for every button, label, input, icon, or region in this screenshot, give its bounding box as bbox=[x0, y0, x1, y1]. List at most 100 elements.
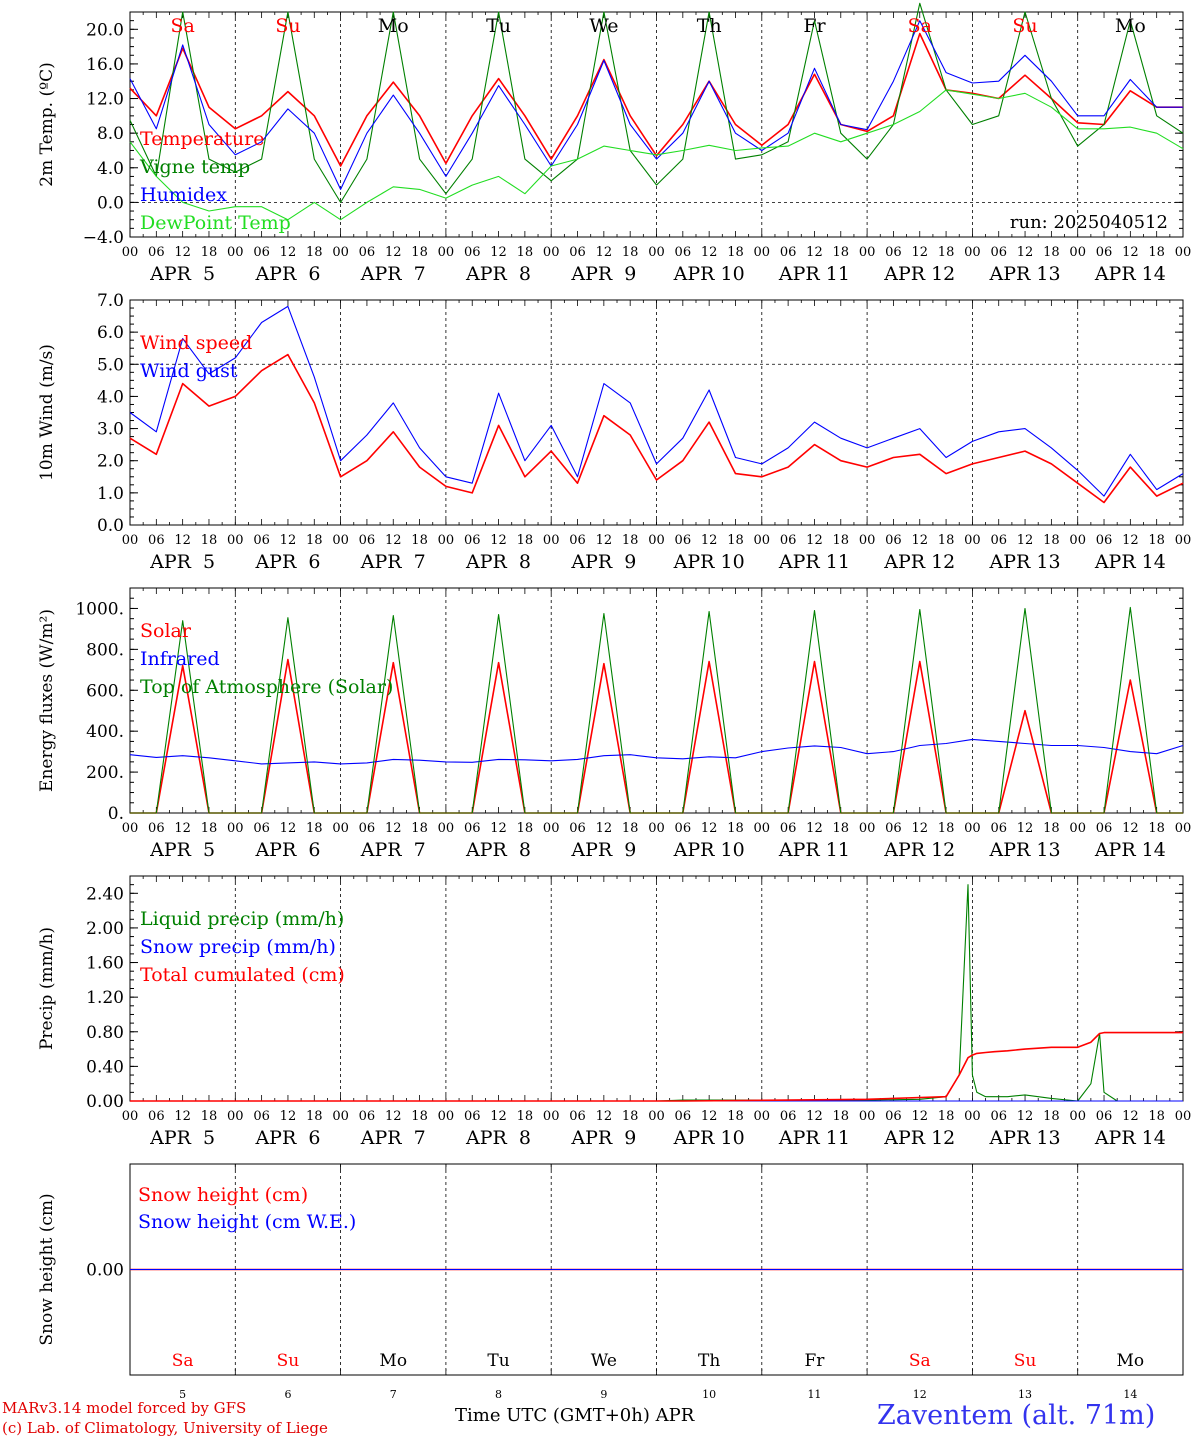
date-label: APR 12 bbox=[883, 551, 955, 573]
x-tick-label: 00 bbox=[1069, 533, 1086, 548]
x-tick-label: 06 bbox=[464, 245, 481, 260]
x-tick-label: 18 bbox=[411, 821, 428, 836]
day-name-top: We bbox=[589, 15, 618, 37]
x-tick-label: 00 bbox=[754, 1109, 771, 1124]
x-tick-label: 00 bbox=[964, 1109, 981, 1124]
y-tick-label: 4.0 bbox=[97, 159, 124, 179]
day-name-top: Fr bbox=[803, 15, 826, 37]
day-name-top: Tu bbox=[486, 15, 511, 37]
x-tick-label: 12 bbox=[596, 245, 613, 260]
y-tick-label: 0.0 bbox=[97, 193, 124, 213]
x-tick-label: 06 bbox=[780, 821, 797, 836]
legend-entry: Snow precip (mm/h) bbox=[140, 936, 336, 958]
date-label: APR 13 bbox=[989, 839, 1061, 861]
x-tick-label: 00 bbox=[438, 821, 455, 836]
x-tick-label: 00 bbox=[543, 821, 560, 836]
date-label: APR 14 bbox=[1094, 1127, 1166, 1149]
x-tick-label: 18 bbox=[1148, 821, 1165, 836]
y-tick-label: −4.0 bbox=[83, 228, 124, 248]
legend-entry: Infrared bbox=[140, 648, 220, 670]
model-label: MARv3.14 model forced by GFS bbox=[2, 1399, 247, 1417]
x-tick-label: 06 bbox=[885, 1109, 902, 1124]
day-name-bottom: Su bbox=[1014, 1351, 1037, 1371]
x-tick-label: 00 bbox=[332, 533, 349, 548]
x-tick-label: 06 bbox=[359, 821, 376, 836]
series-line-wind-gust bbox=[129, 305, 1184, 497]
date-label: APR 7 bbox=[360, 839, 426, 861]
date-label: APR 5 bbox=[149, 1127, 215, 1149]
y-tick-label: 0.40 bbox=[86, 1057, 124, 1077]
x-tick-label: 06 bbox=[780, 245, 797, 260]
day-name-bottom: Su bbox=[277, 1351, 300, 1371]
x-tick-label: 06 bbox=[253, 245, 270, 260]
x-tick-label: 00 bbox=[648, 245, 665, 260]
x-tick-label: 18 bbox=[201, 245, 218, 260]
legend-entry: Total cumulated (cm) bbox=[140, 964, 345, 986]
day-number: 7 bbox=[390, 1388, 397, 1401]
x-tick-label: 18 bbox=[833, 533, 850, 548]
date-label: APR 9 bbox=[570, 263, 636, 285]
x-tick-label: 18 bbox=[517, 245, 534, 260]
day-number: 14 bbox=[1123, 1388, 1137, 1401]
y-tick-label: 0.80 bbox=[86, 1023, 124, 1043]
x-tick-label: 18 bbox=[306, 1109, 323, 1124]
x-tick-label: 00 bbox=[648, 533, 665, 548]
x-tick-label: 12 bbox=[1017, 245, 1034, 260]
y-axis-label: Energy fluxes (W/m²) bbox=[37, 609, 57, 792]
x-tick-label: 18 bbox=[622, 821, 639, 836]
x-tick-label: 12 bbox=[174, 533, 191, 548]
x-tick-label: 00 bbox=[859, 245, 876, 260]
model-credit: MARv3.14 model forced by GFS (c) Lab. of… bbox=[2, 1398, 328, 1438]
day-name-bottom: Sa bbox=[909, 1351, 931, 1371]
x-tick-label: 00 bbox=[964, 245, 981, 260]
x-tick-label: 18 bbox=[727, 245, 744, 260]
x-tick-label: 18 bbox=[727, 533, 744, 548]
legend-entry: DewPoint Temp bbox=[140, 212, 291, 234]
x-tick-label: 06 bbox=[1096, 1109, 1113, 1124]
date-label: APR 12 bbox=[883, 839, 955, 861]
legend-entry: Top of Atmosphere (Solar) bbox=[140, 676, 393, 698]
date-label: APR 5 bbox=[149, 551, 215, 573]
x-tick-label: 06 bbox=[885, 245, 902, 260]
legend-entry: Wind gust bbox=[140, 360, 238, 382]
y-tick-label: 600. bbox=[86, 681, 124, 701]
x-tick-label: 06 bbox=[359, 245, 376, 260]
x-tick-label: 12 bbox=[596, 1109, 613, 1124]
x-tick-label: 12 bbox=[385, 245, 402, 260]
x-tick-label: 12 bbox=[911, 1109, 928, 1124]
x-tick-label: 12 bbox=[490, 1109, 507, 1124]
x-tick-label: 12 bbox=[280, 533, 297, 548]
x-tick-label: 12 bbox=[490, 533, 507, 548]
x-tick-label: 18 bbox=[938, 245, 955, 260]
x-tick-label: 00 bbox=[332, 245, 349, 260]
x-tick-label: 18 bbox=[517, 533, 534, 548]
x-tick-label: 18 bbox=[517, 1109, 534, 1124]
x-tick-label: 00 bbox=[227, 821, 244, 836]
x-tick-label: 18 bbox=[1043, 821, 1060, 836]
x-tick-label: 06 bbox=[253, 1109, 270, 1124]
x-tick-label: 12 bbox=[280, 1109, 297, 1124]
x-tick-label: 18 bbox=[833, 245, 850, 260]
y-tick-label: 200. bbox=[86, 763, 124, 783]
date-label: APR 11 bbox=[778, 839, 850, 861]
date-label: APR 8 bbox=[465, 839, 531, 861]
y-tick-label: 2.00 bbox=[86, 919, 124, 939]
x-tick-label: 06 bbox=[359, 533, 376, 548]
date-label: APR 7 bbox=[360, 1127, 426, 1149]
x-tick-label: 12 bbox=[490, 821, 507, 836]
y-tick-label: 16.0 bbox=[86, 55, 124, 75]
date-label: APR 11 bbox=[778, 551, 850, 573]
day-name-bottom: Mo bbox=[1117, 1351, 1145, 1371]
date-label: APR 7 bbox=[360, 551, 426, 573]
legend-entry: Vigne temp bbox=[139, 156, 250, 178]
x-tick-label: 00 bbox=[543, 245, 560, 260]
x-tick-label: 00 bbox=[859, 821, 876, 836]
day-name-bottom: Fr bbox=[804, 1351, 825, 1371]
x-tick-label: 00 bbox=[964, 533, 981, 548]
x-tick-label: 12 bbox=[806, 245, 823, 260]
x-tick-label: 12 bbox=[701, 533, 718, 548]
day-number: 11 bbox=[807, 1388, 821, 1401]
x-tick-label: 06 bbox=[990, 821, 1007, 836]
y-tick-label: 400. bbox=[86, 722, 124, 742]
x-tick-label: 00 bbox=[648, 1109, 665, 1124]
